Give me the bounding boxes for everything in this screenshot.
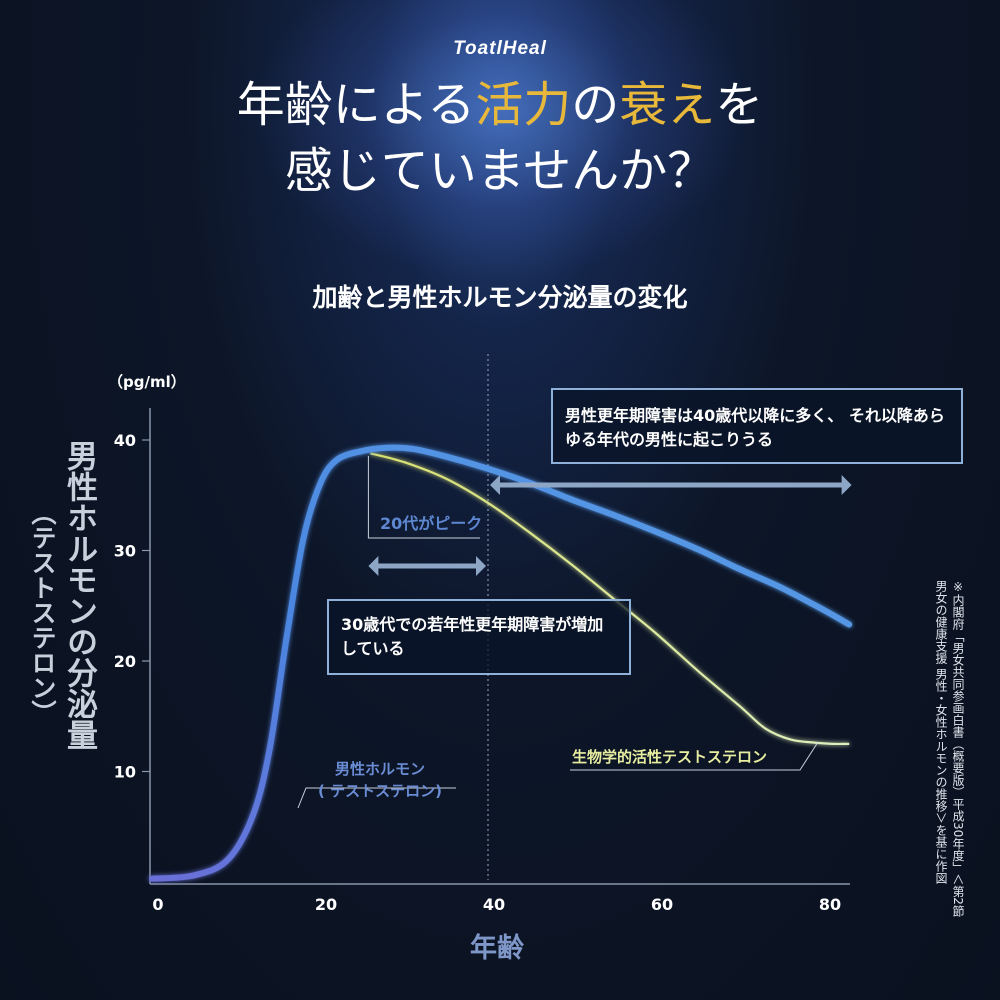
chart-axes: 10 20 30 40 0 20 40 60 80 — [114, 408, 850, 914]
x-tick-label: 40 — [483, 895, 505, 914]
headline-line1: 年齢による活力の衰えを — [0, 72, 1000, 138]
headline-text: の — [571, 77, 620, 133]
series-label-line2: ( テストステロン) — [318, 782, 442, 800]
series-line-bio-testosterone — [370, 452, 850, 746]
y-axis-sublabel: （テストステロン） — [28, 500, 57, 725]
y-tick-label: 40 — [114, 431, 136, 450]
y-tick-label: 30 — [114, 542, 136, 561]
callout-40s: 男性更年期障害は40歳代以降に多く、 それ以降あらゆる年代の男性に起こりうる — [551, 388, 963, 464]
y-tick-label: 10 — [114, 763, 136, 782]
headline-highlight-vitality: 活力 — [475, 77, 572, 133]
x-tick-label: 20 — [315, 895, 337, 914]
peak-bracket — [367, 456, 480, 539]
arrow-40-plus-shape — [490, 475, 852, 495]
bio-label-leader — [570, 741, 819, 771]
y-axis-label: 男性ホルモンの分泌量 — [61, 440, 97, 750]
arrow-30s-shape — [368, 556, 486, 576]
series-label-line1: 男性ホルモン — [334, 760, 425, 778]
headline-text: を — [715, 77, 764, 133]
series-label-bio-testosterone: 生物学的活性テストステロン — [572, 748, 768, 766]
headline: 年齢による活力の衰えを 感じていませんか？ — [0, 72, 1000, 204]
headline-highlight-decline: 衰え — [619, 77, 716, 133]
arrow-40-plus — [490, 475, 852, 495]
peak-label: 20代がピーク — [380, 514, 483, 533]
y-tick-label: 20 — [114, 652, 136, 671]
chart-title: 加齢と男性ホルモン分泌量の変化 — [312, 283, 688, 312]
source-note: ※内閣府「男女共同参画白書（概要版）平成30年度」＜第2節 男女の健康支援 男性… — [934, 580, 965, 929]
series-label-male-hormone: 男性ホルモン ( テストステロン) — [300, 758, 460, 802]
x-tick-label: 80 — [819, 895, 841, 914]
headline-line2: 感じていませんか？ — [284, 143, 716, 199]
callout-30s: 30歳代での若年性更年期障害が増加している — [327, 599, 631, 675]
background-burst — [250, 0, 750, 280]
brand-logo: ToatlHeal — [453, 38, 547, 59]
headline-text: 年齢による — [236, 77, 476, 133]
male-label-leader — [297, 787, 456, 809]
series-line-male-hormone — [149, 444, 853, 882]
x-tick-label: 60 — [651, 895, 673, 914]
x-tick-label: 0 — [152, 895, 163, 914]
arrow-30s — [368, 556, 486, 576]
y-axis-unit: （pg/ml） — [108, 373, 186, 391]
x-axis-label: 年齢 — [470, 933, 524, 964]
chart-marks — [149, 354, 853, 882]
